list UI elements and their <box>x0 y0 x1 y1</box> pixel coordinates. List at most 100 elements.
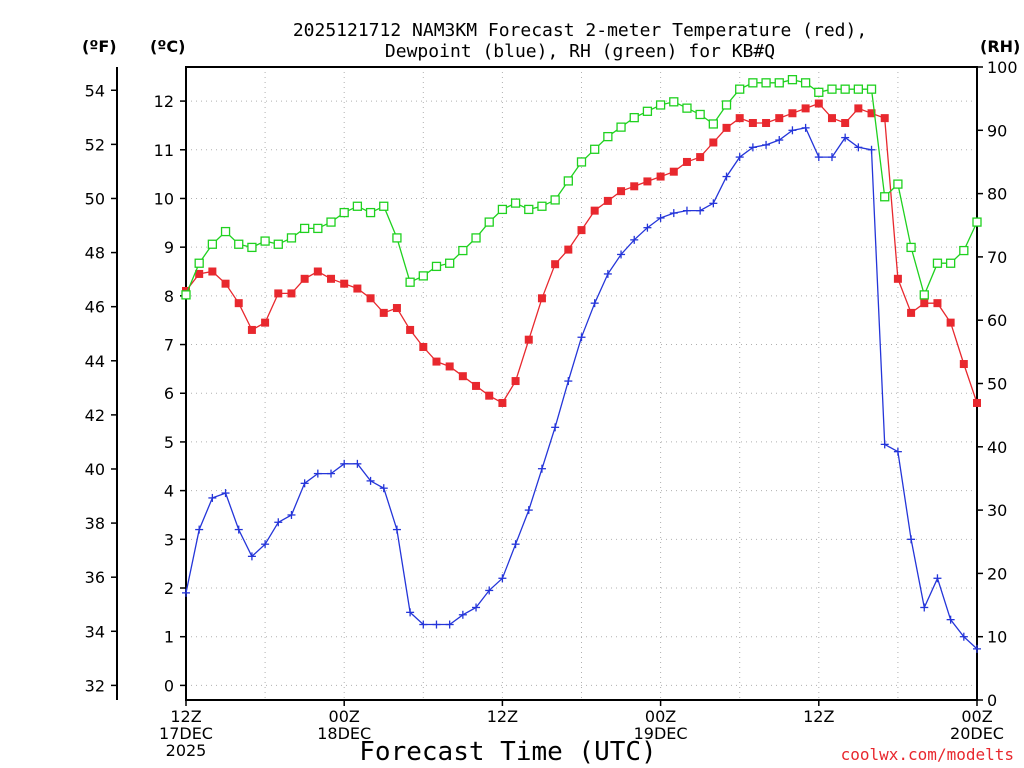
credit-text: coolwx.com/modelts <box>841 745 1014 764</box>
dewpoint-point <box>841 133 850 142</box>
temperature-point <box>340 279 349 288</box>
series-temperature <box>182 99 981 407</box>
x-tick-label: 12Z <box>487 707 518 726</box>
dewpoint-point <box>946 615 955 624</box>
series-layer <box>181 75 982 653</box>
temperature-point <box>208 267 217 276</box>
temperature-point <box>973 398 981 407</box>
dewpoint-point <box>182 588 190 597</box>
temperature-point <box>458 372 467 381</box>
temperature-point <box>696 153 705 162</box>
rh-point <box>866 84 877 94</box>
rh-tick-label: 40 <box>987 438 1007 457</box>
x-axis-label: Forecast Time (UTC) <box>359 737 656 767</box>
dewpoint-point <box>353 459 362 468</box>
series-rh <box>181 75 982 300</box>
rh-point <box>880 192 890 202</box>
rh-point <box>563 176 573 186</box>
dewpoint-point <box>208 493 217 502</box>
temperature-point <box>643 177 652 186</box>
dewpoint-point <box>406 608 415 617</box>
temperature-point <box>300 274 309 283</box>
rh-point <box>893 179 903 189</box>
dewpoint-point <box>313 469 322 478</box>
dewpoint-point <box>827 153 836 162</box>
temperature-point <box>551 260 560 269</box>
fahrenheit-tick-label: 50 <box>85 189 105 208</box>
celsius-tick-label: 0 <box>164 676 174 695</box>
dewpoint-point <box>300 479 309 488</box>
temperature-point <box>827 114 836 123</box>
dewpoint-point <box>247 552 256 561</box>
rh-tick-label: 60 <box>987 311 1007 330</box>
rh-point <box>313 223 323 234</box>
x-tick-label: 17DEC <box>159 724 213 743</box>
rh-point <box>972 217 982 227</box>
dewpoint-point <box>630 235 639 244</box>
temperature-point <box>195 269 204 278</box>
rh-point <box>352 201 363 211</box>
fahrenheit-tick-label: 32 <box>85 676 105 695</box>
rh-point <box>234 239 244 249</box>
dewpoint-point <box>801 123 810 132</box>
temperature-point <box>327 274 336 283</box>
celsius-tick-label: 5 <box>164 433 174 452</box>
temperature-point <box>313 267 322 276</box>
rh-point <box>379 201 389 211</box>
dewpoint-point <box>234 525 243 534</box>
temperature-point <box>353 284 362 293</box>
dewpoint-point <box>590 299 599 308</box>
rh-point <box>906 242 916 253</box>
rh-point <box>431 261 442 272</box>
dewpoint-point <box>682 206 691 215</box>
rh-point <box>299 223 310 234</box>
chart-title-line1: 2025121712 NAM3KM Forecast 2-meter Tempe… <box>293 20 867 41</box>
dewpoint-point <box>327 469 336 478</box>
rh-point <box>959 245 969 256</box>
x-tick-label: 12Z <box>803 707 834 726</box>
rh-point <box>682 103 692 113</box>
rh-point <box>932 258 943 268</box>
dewpoint-point <box>933 574 942 583</box>
dewpoint-point <box>458 610 467 619</box>
dewpoint-point <box>340 459 349 468</box>
celsius-tick-label: 9 <box>164 238 174 257</box>
temperature-point <box>762 118 771 127</box>
dewpoint-point <box>524 506 533 515</box>
fahrenheit-unit-label: (ºF) <box>82 37 117 56</box>
fahrenheit-tick-label: 34 <box>85 622 105 641</box>
fahrenheit-tick-label: 54 <box>85 81 105 100</box>
celsius-tick-label: 2 <box>164 579 174 598</box>
temperature-point <box>472 381 481 390</box>
celsius-tick-label: 6 <box>164 384 174 403</box>
rh-unit-label: (RH) <box>980 37 1020 56</box>
temperature-point <box>682 157 691 166</box>
fahrenheit-tick-label: 36 <box>85 568 105 587</box>
rh-tick-label: 80 <box>987 185 1007 204</box>
rh-point <box>800 78 811 88</box>
temperature-point <box>735 114 744 123</box>
celsius-tick-label: 7 <box>164 336 174 355</box>
chart-title-line2: Dewpoint (blue), RH (green) for KB#Q <box>385 41 775 62</box>
rh-point <box>590 144 600 154</box>
temperature-point <box>814 99 823 108</box>
temperature-point <box>709 138 718 147</box>
dewpoint-point <box>379 484 388 493</box>
x-tick-label: 00Z <box>961 707 992 726</box>
dewpoint-point <box>603 269 612 278</box>
celsius-tick-label: 4 <box>164 482 174 501</box>
x-tick-label: 2025 <box>166 741 207 760</box>
dewpoint-point <box>854 143 863 152</box>
dewpoint-point <box>709 199 718 208</box>
temperature-point <box>617 187 626 196</box>
rh-point <box>497 204 508 215</box>
temperature-point <box>841 118 850 127</box>
celsius-tick-label: 1 <box>164 628 174 647</box>
dewpoint-point <box>485 586 494 595</box>
celsius-tick-label: 10 <box>154 189 174 208</box>
temperature-point <box>498 398 507 407</box>
rh-tick-label: 0 <box>987 691 997 710</box>
temperature-point <box>511 377 520 386</box>
fahrenheit-tick-label: 44 <box>85 352 105 371</box>
temperature-point <box>366 294 375 303</box>
